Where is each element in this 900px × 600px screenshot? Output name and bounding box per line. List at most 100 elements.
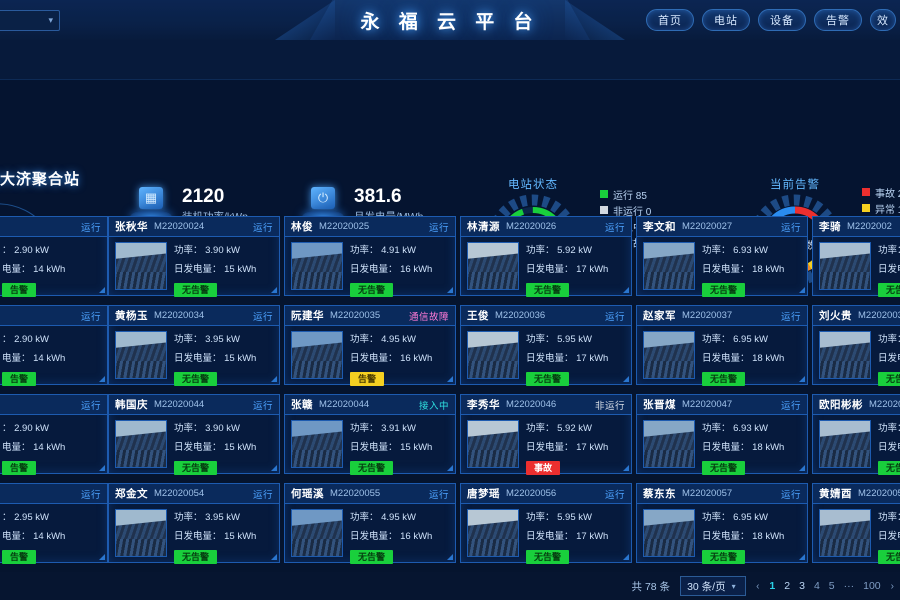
station-card[interactable]: 唐梦瑶 M22020056 运行 功率： 5.95 kW 日发电量： 17 kWh 无告警 — [460, 483, 632, 564]
station-card[interactable]: 林俊 M22020025 运行 功率： 4.91 kW 日发电量： 16 kWh 无告警 — [284, 216, 456, 297]
station-alarm-badge[interactable]: 告警 — [2, 549, 37, 564]
station-status-badge: 运行 — [780, 400, 801, 412]
station-alarm-badge[interactable]: 无告警 — [174, 282, 218, 297]
pagination-prev[interactable]: ‹ — [756, 580, 760, 592]
pagination-page[interactable]: 1 — [769, 580, 776, 592]
station-alarm-badge[interactable]: 无告警 — [878, 282, 900, 297]
station-alarm-badge[interactable]: 无告警 — [878, 549, 900, 564]
legend-swatch — [600, 190, 608, 198]
station-thumbnail[interactable] — [819, 331, 871, 379]
station-card[interactable]: 赵家军 M22020037 运行 功率： 6.95 kW 日发电量： 18 kWh 无告警 — [636, 305, 808, 386]
station-thumbnail[interactable] — [115, 420, 167, 468]
station-card[interactable]: 020033运行 ： 2.90 kW 电量： 14 kWh 告警 — [0, 305, 108, 386]
nav-item-performance[interactable]: 效 — [870, 9, 896, 31]
station-thumbnail[interactable] — [643, 242, 695, 290]
station-alarm-badge[interactable]: 无告警 — [878, 371, 900, 386]
station-daily-energy: 日发电量： 15 kWh — [174, 531, 257, 542]
station-alarm-badge[interactable]: 无告警 — [526, 371, 570, 386]
station-card[interactable]: 阮建华 M22020035 通信故障 功率： 4.95 kW 日发电量： 16 kWh 告… — [284, 305, 456, 386]
station-status-badge: 非运行 — [594, 400, 625, 412]
station-card[interactable]: 何瑶溪 M22020055 运行 功率： 4.95 kW 日发电量： 16 kWh 无告警 — [284, 483, 456, 564]
station-card[interactable]: 张秋华 M22020024 运行 功率： 3.90 kW 日发电量： 15 kWh 无告警 — [108, 216, 280, 297]
pagination-page[interactable]: 2 — [784, 580, 791, 592]
station-thumbnail[interactable] — [819, 509, 871, 557]
station-thumbnail[interactable] — [467, 509, 519, 557]
station-daily-energy: 日发电量： 17 kWh — [526, 264, 609, 275]
station-thumbnail[interactable] — [643, 420, 695, 468]
nav-item-devices[interactable]: 设备 — [758, 9, 806, 31]
station-alarm-badge[interactable]: 无告警 — [174, 549, 218, 564]
station-thumbnail[interactable] — [643, 509, 695, 557]
station-alarm-badge[interactable]: 无告警 — [350, 460, 394, 475]
station-card-header: 黄婧酉 M2202005 — [813, 484, 900, 504]
station-alarm-badge[interactable]: 告警 — [2, 371, 37, 386]
station-alarm-badge[interactable]: 告警 — [350, 371, 385, 386]
main-nav: 首页 电站 设备 告警 效 — [646, 9, 896, 31]
nav-item-stations[interactable]: 电站 — [702, 9, 750, 31]
station-card[interactable]: 张赣 M22020044 接入中 功率： 3.91 kW 日发电量： 15 kWh 无告警 — [284, 394, 456, 475]
pagination-next[interactable]: › — [890, 580, 894, 592]
station-card[interactable]: 蔡东东 M22020057 运行 功率： 6.95 kW 日发电量： 18 kWh 无告警 — [636, 483, 808, 564]
station-card[interactable]: 李秀华 M22020046 非运行 功率： 5.92 kW 日发电量： 17 kWh 事故 — [460, 394, 632, 475]
station-alarm-badge[interactable]: 无告警 — [350, 282, 394, 297]
station-alarm-badge[interactable]: 无告警 — [702, 371, 746, 386]
station-alarm-badge[interactable]: 无告警 — [350, 549, 394, 564]
station-daily-energy: 日发电量： 17 kWh — [526, 531, 609, 542]
station-card[interactable]: 李骑 M2202002 功率： 7.9 日发电量： 无告警 — [812, 216, 900, 297]
station-thumbnail[interactable] — [115, 242, 167, 290]
station-thumbnail[interactable] — [291, 331, 343, 379]
station-card[interactable]: 王俊 M22020036 运行 功率： 5.95 kW 日发电量： 17 kWh 无告警 — [460, 305, 632, 386]
station-card[interactable]: 020043运行 ： 2.90 kW 电量： 14 kWh 告警 — [0, 394, 108, 475]
station-card[interactable]: 020053运行 ： 2.95 kW 电量： 14 kWh 告警 — [0, 483, 108, 564]
station-id: M2202004 — [869, 399, 900, 410]
station-thumbnail[interactable] — [291, 509, 343, 557]
station-thumbnail[interactable] — [467, 331, 519, 379]
station-alarm-badge[interactable]: 告警 — [2, 460, 37, 475]
nav-item-alarms[interactable]: 告警 — [814, 9, 862, 31]
station-thumbnail[interactable] — [467, 242, 519, 290]
station-thumbnail[interactable] — [819, 420, 871, 468]
station-card[interactable]: 张晋煤 M22020047 运行 功率： 6.93 kW 日发电量： 18 kWh 无告警 — [636, 394, 808, 475]
pagination: 共 78 条 30 条/页 ▾ ‹ 1 2 3 4 5 ··· 100 › — [0, 572, 900, 600]
pagination-page[interactable]: 5 — [828, 580, 835, 592]
station-alarm-badge[interactable]: 无告警 — [174, 371, 218, 386]
nav-item-home[interactable]: 首页 — [646, 9, 694, 31]
pagination-page[interactable]: 4 — [813, 580, 820, 592]
pagination-page[interactable]: ··· — [843, 580, 855, 592]
station-id: M2202003 — [858, 310, 900, 321]
station-card-header: 020043运行 — [0, 395, 107, 415]
pagination-page[interactable]: 3 — [799, 580, 805, 592]
kpi-monthly-energy-value: 381.6 — [354, 185, 402, 207]
station-alarm-badge[interactable]: 无告警 — [702, 549, 746, 564]
station-card[interactable]: 林清源 M22020026 运行 功率： 5.92 kW 日发电量： 17 kWh 无告警 — [460, 216, 632, 297]
station-card[interactable]: 韩国庆 M22020044 运行 功率： 3.90 kW 日发电量： 15 kWh 无告警 — [108, 394, 280, 475]
station-thumbnail[interactable] — [643, 331, 695, 379]
station-card[interactable]: 黄婧酉 M2202005 功率： 7.9 日发电量： 无告警 — [812, 483, 900, 564]
station-alarm-badge[interactable]: 无告警 — [702, 460, 746, 475]
station-alarm-badge[interactable]: 无告警 — [526, 549, 570, 564]
station-thumbnail[interactable] — [115, 509, 167, 557]
station-owner-name: 林清源 — [467, 221, 500, 233]
station-card[interactable]: 黄杨玉 M22020034 运行 功率： 3.95 kW 日发电量： 15 kWh 无告警 — [108, 305, 280, 386]
station-alarm-badge[interactable]: 无告警 — [526, 282, 570, 297]
station-thumbnail[interactable] — [467, 420, 519, 468]
page-size-select[interactable]: 30 条/页 ▾ — [680, 576, 747, 596]
station-thumbnail[interactable] — [819, 242, 871, 290]
station-card-header: 李秀华 M22020046 非运行 — [461, 395, 631, 415]
station-thumbnail[interactable] — [291, 420, 343, 468]
pagination-page[interactable]: 100 — [863, 580, 881, 592]
station-alarm-badge[interactable]: 告警 — [2, 282, 37, 297]
station-thumbnail[interactable] — [291, 242, 343, 290]
station-alarm-badge[interactable]: 无告警 — [174, 460, 218, 475]
station-alarm-badge[interactable]: 无告警 — [702, 282, 746, 297]
station-card[interactable]: 李文和 M22020027 运行 功率： 6.93 kW 日发电量： 18 kWh 无告警 — [636, 216, 808, 297]
station-card[interactable]: 郑金文 M22020054 运行 功率： 3.95 kW 日发电量： 15 kWh 无告警 — [108, 483, 280, 564]
station-card[interactable]: 020023运行 ： 2.90 kW 电量： 14 kWh 告警 — [0, 216, 108, 297]
station-card[interactable]: 刘火贵 M2202003 功率： 7.9 日发电量： 无告警 — [812, 305, 900, 386]
station-thumbnail[interactable] — [115, 331, 167, 379]
station-alarm-badge[interactable]: 无告警 — [878, 460, 900, 475]
station-alarm-badge[interactable]: 事故 — [526, 460, 561, 475]
station-id: M22020057 — [682, 488, 733, 499]
org-selector[interactable]: 限公司 ▾ — [0, 10, 60, 31]
station-card[interactable]: 欧阳彬彬 M2202004 功率： 7.9 日发电量： 无告警 — [812, 394, 900, 475]
